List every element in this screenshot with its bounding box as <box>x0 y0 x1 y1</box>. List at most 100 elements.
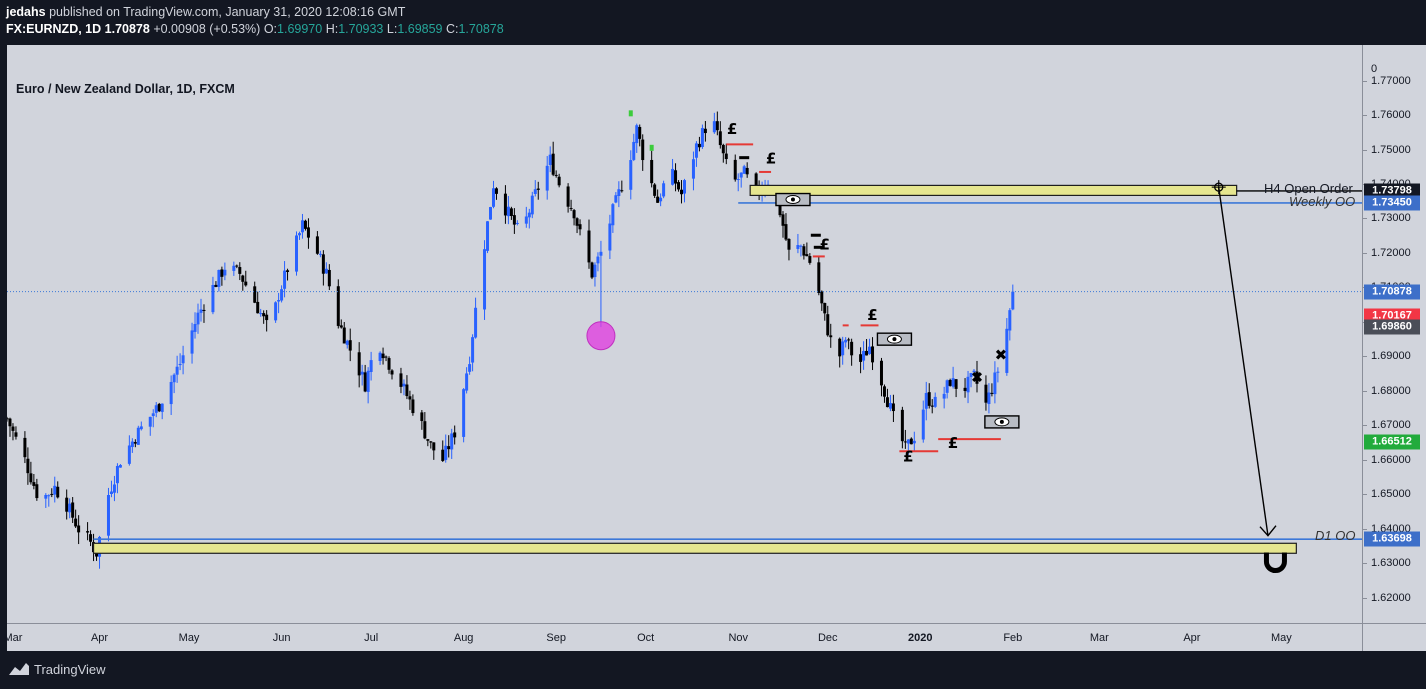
chart-pane[interactable]: £ £ £ £ £ £ ✖ ✖ Euro / New Zealand Dollar, 1D, … <box>7 45 1362 623</box>
candle-body <box>465 373 469 391</box>
candle-body <box>112 484 116 493</box>
x-tick-label: Feb <box>1003 632 1023 644</box>
candle-body <box>7 418 9 420</box>
candle-body <box>680 189 684 195</box>
candle-body <box>193 324 197 332</box>
y-tick-label: 1.65000 <box>1371 488 1411 501</box>
x-tick-label: Apr <box>1183 632 1201 644</box>
candle-body <box>503 193 507 216</box>
y-tick-mark <box>1363 563 1367 565</box>
candle-body <box>683 180 686 194</box>
candle-body <box>781 214 785 226</box>
x-tick-label: 2020 <box>908 632 933 644</box>
candle-body <box>148 416 152 427</box>
author-name[interactable]: jedahs <box>6 5 46 19</box>
candle-body <box>847 339 851 341</box>
candle-body <box>151 413 155 417</box>
candle-body <box>662 183 666 197</box>
candle-body <box>635 125 639 144</box>
candle-body <box>912 440 916 444</box>
price-axis[interactable]: 0 1.770001.760001.750001.740001.730001.7… <box>1362 45 1426 623</box>
candle-body <box>859 354 863 362</box>
candle-body <box>366 370 370 392</box>
candle-body <box>405 384 409 397</box>
candle-body <box>587 230 591 263</box>
candle-body <box>277 300 281 302</box>
candle-body <box>127 445 131 464</box>
y-tick-label: 1.73000 <box>1371 212 1411 225</box>
candle-body <box>444 445 448 460</box>
candle-body <box>733 159 737 180</box>
candle-body <box>653 184 657 196</box>
candle-body <box>1011 291 1015 310</box>
high-label: H: <box>325 22 339 36</box>
projection-arrow[interactable] <box>1218 187 1269 536</box>
candle-body <box>850 341 854 356</box>
candle-body <box>339 325 343 328</box>
candle-body <box>384 356 388 358</box>
high-value: 1.70933 <box>338 22 384 36</box>
chart-svg[interactable]: £ £ £ £ £ £ ✖ ✖ <box>7 45 1362 623</box>
candle-body <box>739 172 743 178</box>
candle-body <box>157 403 161 412</box>
candle-body <box>133 442 137 444</box>
candle-body <box>796 245 800 249</box>
h4-open-order-label: H4 Open Order <box>1264 181 1353 196</box>
price-badge: 1.69860 <box>1364 319 1420 335</box>
magnet-icon <box>1263 552 1287 574</box>
price-badge: 1.70878 <box>1364 284 1420 300</box>
candle-body <box>572 210 576 219</box>
candle-body <box>14 432 18 437</box>
candle-body <box>300 220 304 233</box>
candle-body <box>109 491 113 494</box>
candle-body <box>429 441 433 443</box>
candle-body <box>423 421 427 439</box>
candle-body <box>557 176 561 186</box>
candle-body <box>996 371 1000 373</box>
candle-body <box>900 409 904 442</box>
y-tick-mark <box>1363 356 1367 358</box>
axis-corner[interactable] <box>1362 623 1426 652</box>
candle-body <box>471 337 475 363</box>
candle-body <box>280 289 284 301</box>
candle-body <box>536 188 540 190</box>
y-tick-mark <box>1363 459 1367 461</box>
candle-body <box>599 251 603 256</box>
candle-body <box>545 165 549 191</box>
candle-body <box>656 196 660 203</box>
candle-body <box>283 270 287 289</box>
d1-open-order-zone[interactable] <box>92 542 1297 554</box>
chart-title: Euro / New Zealand Dollar, 1D, FXCM <box>16 82 235 96</box>
x-tick-label: Oct <box>637 632 655 644</box>
candle-body <box>318 253 322 255</box>
candle-body <box>56 486 60 498</box>
tradingview-brand[interactable]: TradingView <box>34 662 106 677</box>
candle-body <box>903 441 907 443</box>
candle-body <box>306 227 310 238</box>
pound-sign-icon: £ <box>727 120 737 138</box>
candle-body <box>253 286 257 303</box>
pound-sign-icon: £ <box>948 434 958 452</box>
candle-body <box>942 393 946 399</box>
time-axis[interactable]: Mar Apr May Jun Jul Aug Sep Oct Nov Dec 2020 Feb Mar… <box>4 623 1362 652</box>
y-tick-mark <box>1363 597 1367 599</box>
candle-body <box>930 405 934 407</box>
h4-open-order-zone[interactable] <box>749 184 1238 196</box>
candle-body <box>802 246 806 256</box>
candle-body <box>426 439 430 441</box>
candle-body <box>933 396 937 407</box>
spike-low-circle[interactable] <box>586 321 616 351</box>
candle-body <box>86 531 90 533</box>
candle-body <box>787 238 791 250</box>
x-tick-label: Nov <box>728 632 748 644</box>
candle-body <box>274 302 278 321</box>
candle-body <box>954 379 958 389</box>
candle-body <box>118 464 122 468</box>
candle-body <box>74 518 78 527</box>
candle-body <box>402 383 406 387</box>
candle-body <box>235 265 239 267</box>
candle-body <box>160 403 164 412</box>
candle-body <box>969 373 973 377</box>
eye-pupil <box>999 419 1004 424</box>
close-value: 1.70878 <box>458 22 504 36</box>
